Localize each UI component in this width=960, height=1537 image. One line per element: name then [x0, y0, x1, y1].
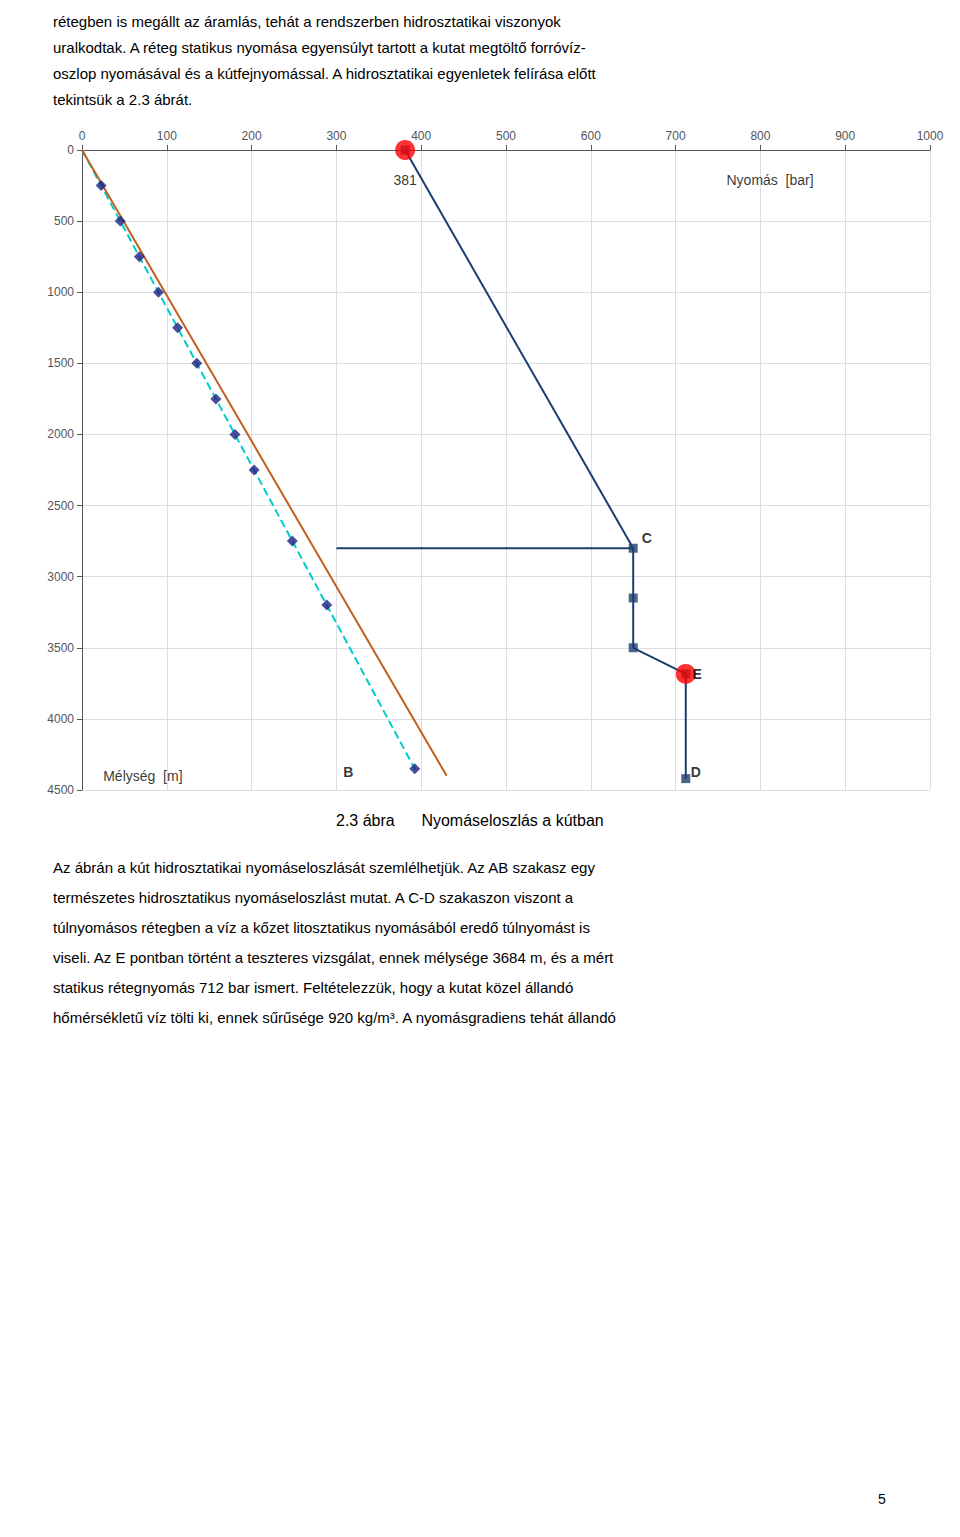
- svg-text:4000: 4000: [47, 712, 74, 726]
- svg-text:2.3 ábra Nyomáseloszlás a: 2.3 ábra Nyomáseloszlás a kútban: [336, 812, 604, 829]
- svg-text:hőmérsékletű víz tölti ki, enn: hőmérsékletű víz tölti ki, ennek sűrűség…: [53, 1009, 616, 1026]
- svg-text:900: 900: [835, 129, 855, 143]
- svg-text:0: 0: [79, 129, 86, 143]
- svg-text:100: 100: [157, 129, 177, 143]
- svg-text:300: 300: [326, 129, 346, 143]
- svg-text:5: 5: [878, 1491, 886, 1507]
- svg-text:700: 700: [666, 129, 686, 143]
- svg-text:500: 500: [54, 214, 74, 228]
- svg-text:uralkodtak. A réteg statikus n: uralkodtak. A réteg statikus nyomása egy…: [53, 39, 586, 56]
- svg-text:3500: 3500: [47, 641, 74, 655]
- svg-text:381: 381: [393, 172, 417, 188]
- svg-text:500: 500: [496, 129, 516, 143]
- svg-text:4500: 4500: [47, 783, 74, 797]
- svg-text:2500: 2500: [47, 499, 74, 513]
- svg-text:3000: 3000: [47, 570, 74, 584]
- svg-text:1000: 1000: [47, 285, 74, 299]
- svg-text:D: D: [691, 764, 701, 780]
- svg-text:200: 200: [242, 129, 262, 143]
- svg-text:természetes hidrosztatikus nyo: természetes hidrosztatikus nyomáseloszlá…: [53, 889, 574, 906]
- svg-text:2000: 2000: [47, 427, 74, 441]
- svg-text:Mélység [m]: Mélység [m]: [103, 768, 182, 784]
- svg-text:túlnyomásos rétegben a víz a k: túlnyomásos rétegben a víz a kőzet litos…: [53, 919, 590, 936]
- svg-text:400: 400: [411, 129, 431, 143]
- svg-text:viseli. Az E pontban történt a: viseli. Az E pontban történt a teszteres…: [53, 949, 614, 966]
- svg-text:B: B: [343, 764, 353, 780]
- svg-text:1500: 1500: [47, 356, 74, 370]
- svg-text:C: C: [642, 530, 652, 546]
- svg-text:800: 800: [750, 129, 770, 143]
- svg-text:statikus rétegnyomás 712 bar i: statikus rétegnyomás 712 bar ismert. Fel…: [53, 979, 573, 996]
- svg-text:E: E: [693, 666, 702, 682]
- svg-text:0: 0: [67, 143, 74, 157]
- svg-text:oszlop nyomásával és a kútfejn: oszlop nyomásával és a kútfejnyomással. …: [53, 65, 597, 82]
- svg-text:600: 600: [581, 129, 601, 143]
- svg-text:Az ábrán a kút hidrosztatikai: Az ábrán a kút hidrosztatikai nyomáselos…: [53, 859, 595, 876]
- svg-text:rétegben is megállt az áramlás: rétegben is megállt az áramlás, tehát a …: [53, 13, 561, 30]
- svg-text:1000: 1000: [917, 129, 944, 143]
- svg-text:tekintsük a 2.3 ábrát.: tekintsük a 2.3 ábrát.: [53, 91, 192, 108]
- svg-text:Nyomás [bar]: Nyomás [bar]: [726, 172, 813, 188]
